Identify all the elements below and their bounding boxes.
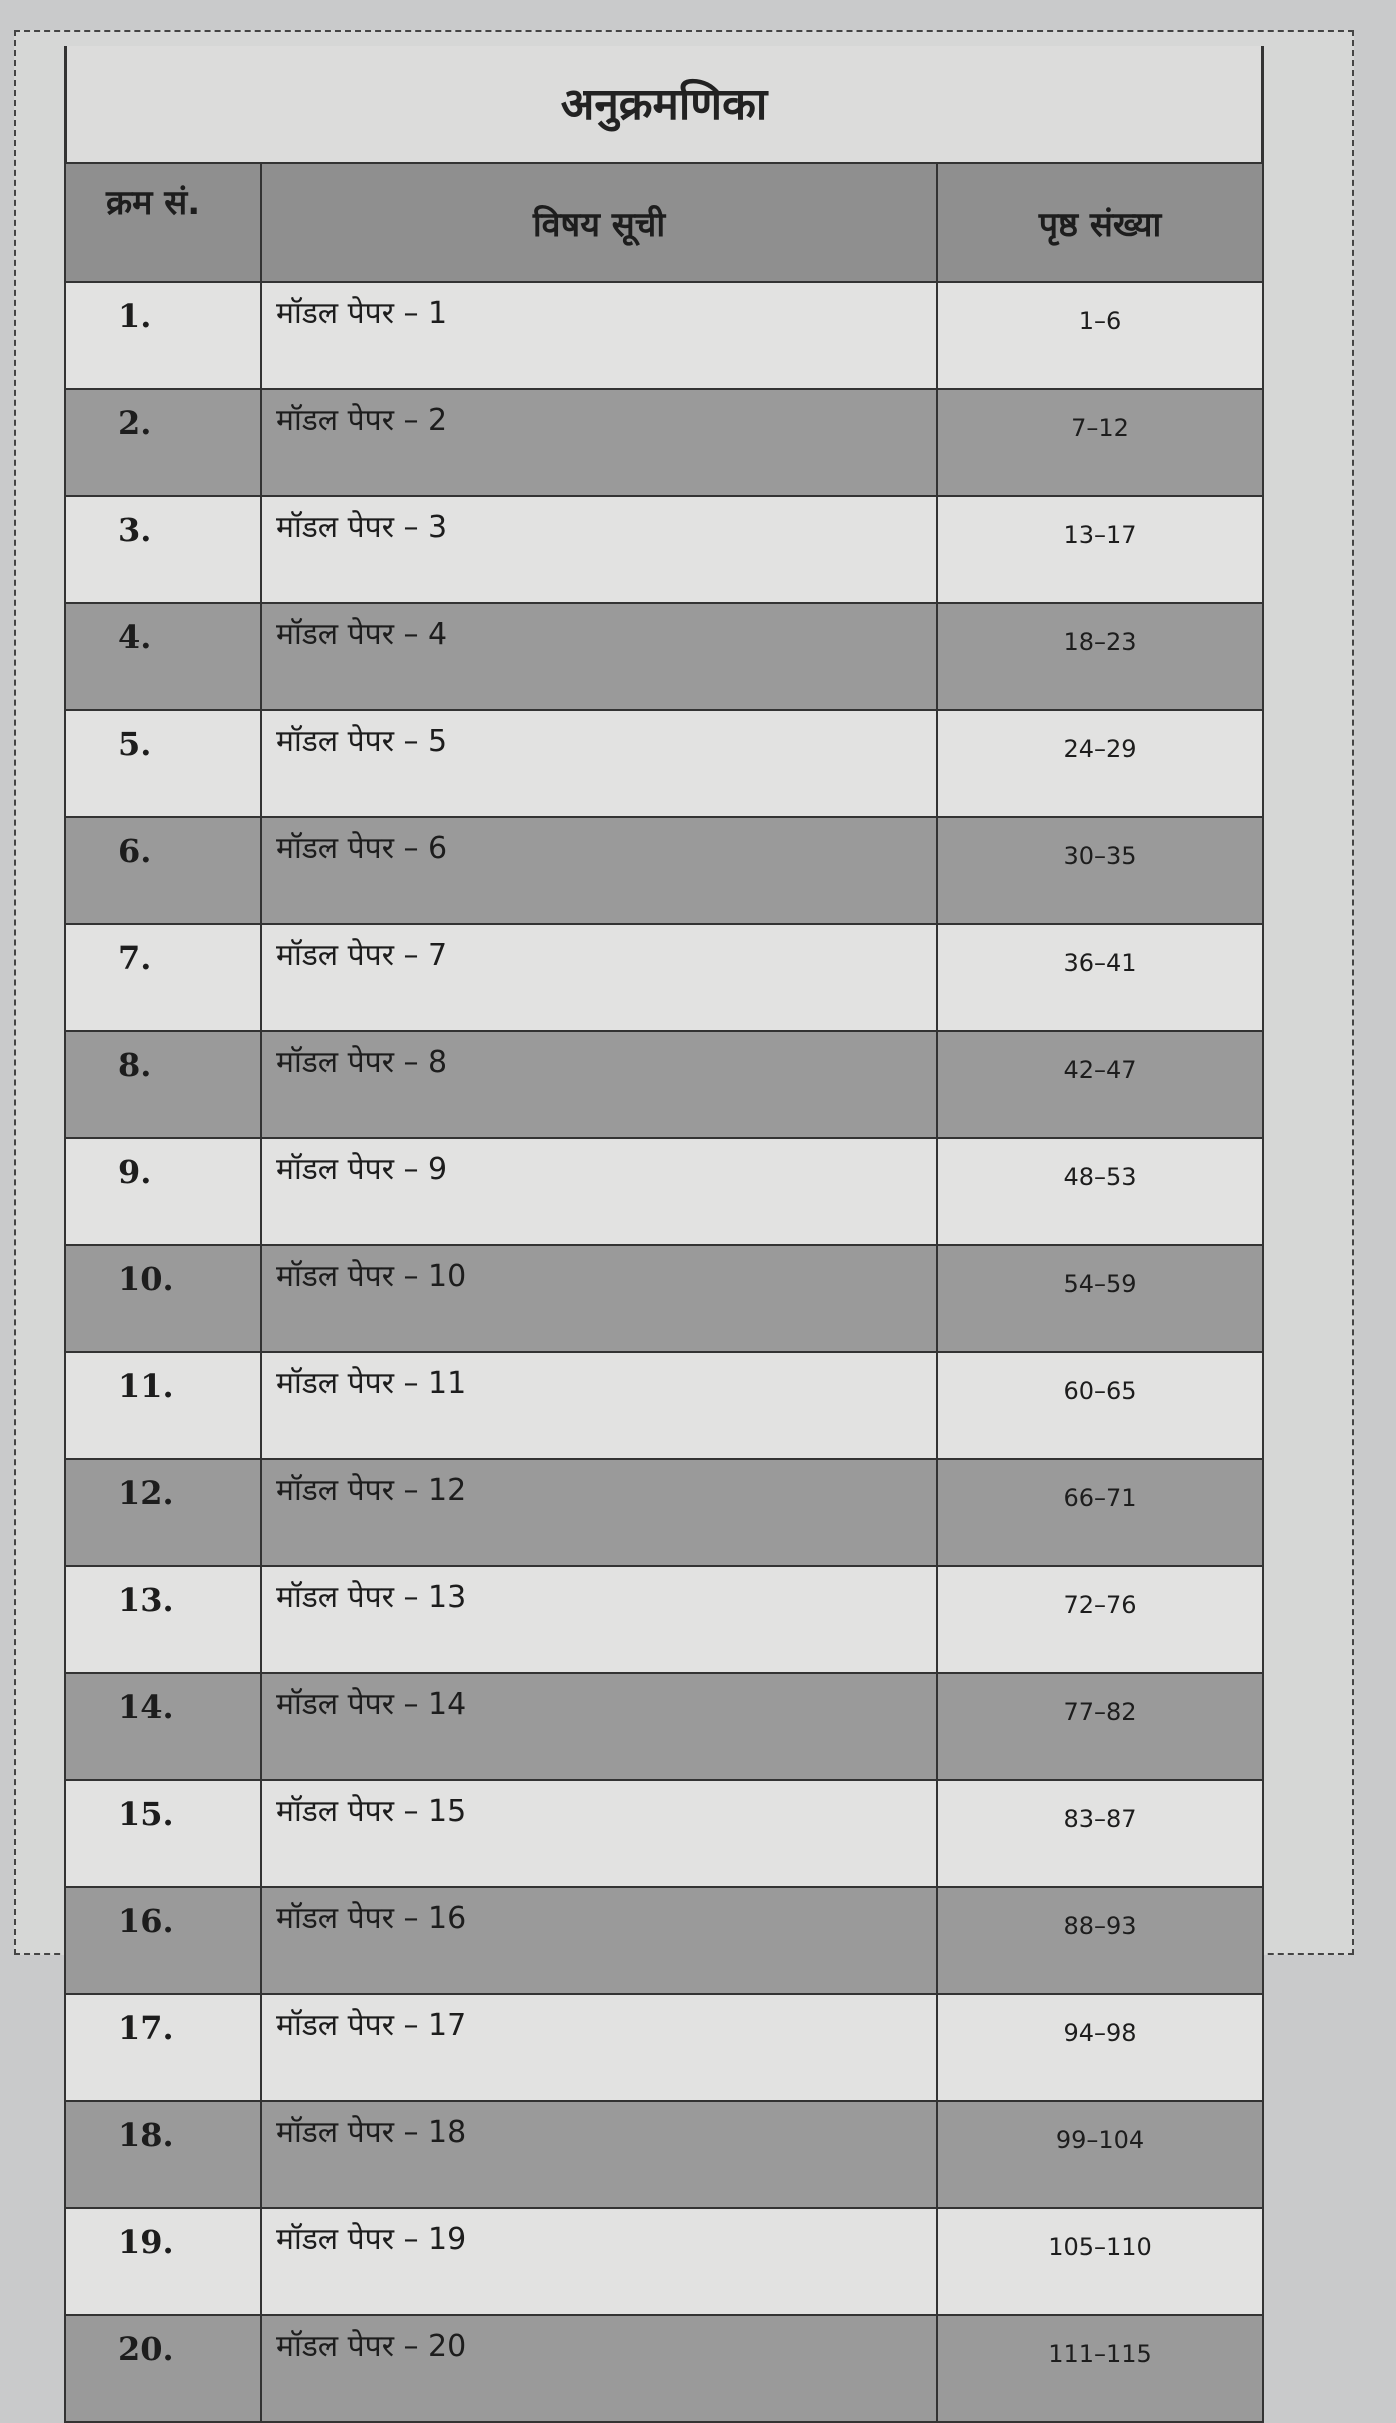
header-pages: पृष्ठ संख्या bbox=[936, 162, 1264, 283]
row-pages: 99–104 bbox=[936, 2100, 1264, 2209]
table-row: 8. मॉडल पेपर – 8 42–47 bbox=[64, 1030, 1264, 1139]
row-number: 1. bbox=[64, 281, 262, 390]
row-pages: 1–6 bbox=[936, 281, 1264, 390]
table-row: 6. मॉडल पेपर – 6 30–35 bbox=[64, 816, 1264, 925]
table-header: क्रम सं. विषय सूची पृष्ठ संख्या bbox=[64, 162, 1264, 283]
row-number: 4. bbox=[64, 602, 262, 711]
table-row: 15. मॉडल पेपर – 15 83–87 bbox=[64, 1779, 1264, 1888]
row-pages: 18–23 bbox=[936, 602, 1264, 711]
row-number: 11. bbox=[64, 1351, 262, 1460]
row-subject: मॉडल पेपर – 17 bbox=[260, 1993, 938, 2102]
row-pages: 60–65 bbox=[936, 1351, 1264, 1460]
row-subject: मॉडल पेपर – 10 bbox=[260, 1244, 938, 1353]
row-subject: मॉडल पेपर – 15 bbox=[260, 1779, 938, 1888]
row-subject: मॉडल पेपर – 20 bbox=[260, 2314, 938, 2423]
row-pages: 66–71 bbox=[936, 1458, 1264, 1567]
row-subject: मॉडल पेपर – 5 bbox=[260, 709, 938, 818]
table-row: 10. मॉडल पेपर – 10 54–59 bbox=[64, 1244, 1264, 1353]
table-row: 1. मॉडल पेपर – 1 1–6 bbox=[64, 281, 1264, 390]
row-subject: मॉडल पेपर – 16 bbox=[260, 1886, 938, 1995]
row-number: 10. bbox=[64, 1244, 262, 1353]
row-pages: 77–82 bbox=[936, 1672, 1264, 1781]
table-row: 19. मॉडल पेपर – 19 105–110 bbox=[64, 2207, 1264, 2316]
row-subject: मॉडल पेपर – 19 bbox=[260, 2207, 938, 2316]
table-row: 9. मॉडल पेपर – 9 48–53 bbox=[64, 1137, 1264, 1246]
row-pages: 83–87 bbox=[936, 1779, 1264, 1888]
row-number: 13. bbox=[64, 1565, 262, 1674]
row-number: 20. bbox=[64, 2314, 262, 2423]
row-number: 5. bbox=[64, 709, 262, 818]
page-title: अनुक्रमणिका bbox=[560, 79, 768, 130]
table-row: 13. मॉडल पेपर – 13 72–76 bbox=[64, 1565, 1264, 1674]
row-number: 16. bbox=[64, 1886, 262, 1995]
table-row: 17. मॉडल पेपर – 17 94–98 bbox=[64, 1993, 1264, 2102]
header-serial: क्रम सं. bbox=[64, 162, 262, 283]
row-subject: मॉडल पेपर – 11 bbox=[260, 1351, 938, 1460]
row-subject: मॉडल पेपर – 12 bbox=[260, 1458, 938, 1567]
row-number: 18. bbox=[64, 2100, 262, 2209]
row-subject: मॉडल पेपर – 6 bbox=[260, 816, 938, 925]
row-number: 17. bbox=[64, 1993, 262, 2102]
row-number: 19. bbox=[64, 2207, 262, 2316]
row-pages: 30–35 bbox=[936, 816, 1264, 925]
row-pages: 54–59 bbox=[936, 1244, 1264, 1353]
row-pages: 88–93 bbox=[936, 1886, 1264, 1995]
row-pages: 94–98 bbox=[936, 1993, 1264, 2102]
header-subject: विषय सूची bbox=[260, 162, 938, 283]
row-number: 15. bbox=[64, 1779, 262, 1888]
row-pages: 36–41 bbox=[936, 923, 1264, 1032]
table-row: 7. मॉडल पेपर – 7 36–41 bbox=[64, 923, 1264, 1032]
row-pages: 42–47 bbox=[936, 1030, 1264, 1139]
row-number: 7. bbox=[64, 923, 262, 1032]
row-pages: 7–12 bbox=[936, 388, 1264, 497]
row-number: 14. bbox=[64, 1672, 262, 1781]
table-row: 12. मॉडल पेपर – 12 66–71 bbox=[64, 1458, 1264, 1567]
row-subject: मॉडल पेपर – 14 bbox=[260, 1672, 938, 1781]
row-number: 3. bbox=[64, 495, 262, 604]
row-subject: मॉडल पेपर – 13 bbox=[260, 1565, 938, 1674]
table-row: 16. मॉडल पेपर – 16 88–93 bbox=[64, 1886, 1264, 1995]
row-subject: मॉडल पेपर – 7 bbox=[260, 923, 938, 1032]
table-row: 18. मॉडल पेपर – 18 99–104 bbox=[64, 2100, 1264, 2209]
row-pages: 24–29 bbox=[936, 709, 1264, 818]
row-subject: मॉडल पेपर – 3 bbox=[260, 495, 938, 604]
row-pages: 13–17 bbox=[936, 495, 1264, 604]
row-pages: 105–110 bbox=[936, 2207, 1264, 2316]
table-row: 5. मॉडल पेपर – 5 24–29 bbox=[64, 709, 1264, 818]
row-number: 2. bbox=[64, 388, 262, 497]
row-number: 9. bbox=[64, 1137, 262, 1246]
row-subject: मॉडल पेपर – 9 bbox=[260, 1137, 938, 1246]
row-subject: मॉडल पेपर – 2 bbox=[260, 388, 938, 497]
table-row: 20. मॉडल पेपर – 20 111–115 bbox=[64, 2314, 1264, 2423]
row-number: 6. bbox=[64, 816, 262, 925]
row-number: 8. bbox=[64, 1030, 262, 1139]
row-subject: मॉडल पेपर – 1 bbox=[260, 281, 938, 390]
row-subject: मॉडल पेपर – 8 bbox=[260, 1030, 938, 1139]
index-table: क्रम सं. विषय सूची पृष्ठ संख्या 1. मॉडल प… bbox=[64, 162, 1264, 2423]
row-pages: 111–115 bbox=[936, 2314, 1264, 2423]
table-row: 11. मॉडल पेपर – 11 60–65 bbox=[64, 1351, 1264, 1460]
table-row: 4. मॉडल पेपर – 4 18–23 bbox=[64, 602, 1264, 711]
row-subject: मॉडल पेपर – 4 bbox=[260, 602, 938, 711]
table-row: 2. मॉडल पेपर – 2 7–12 bbox=[64, 388, 1264, 497]
table-row: 14. मॉडल पेपर – 14 77–82 bbox=[64, 1672, 1264, 1781]
row-number: 12. bbox=[64, 1458, 262, 1567]
row-subject: मॉडल पेपर – 18 bbox=[260, 2100, 938, 2209]
table-row: 3. मॉडल पेपर – 3 13–17 bbox=[64, 495, 1264, 604]
row-pages: 48–53 bbox=[936, 1137, 1264, 1246]
row-pages: 72–76 bbox=[936, 1565, 1264, 1674]
